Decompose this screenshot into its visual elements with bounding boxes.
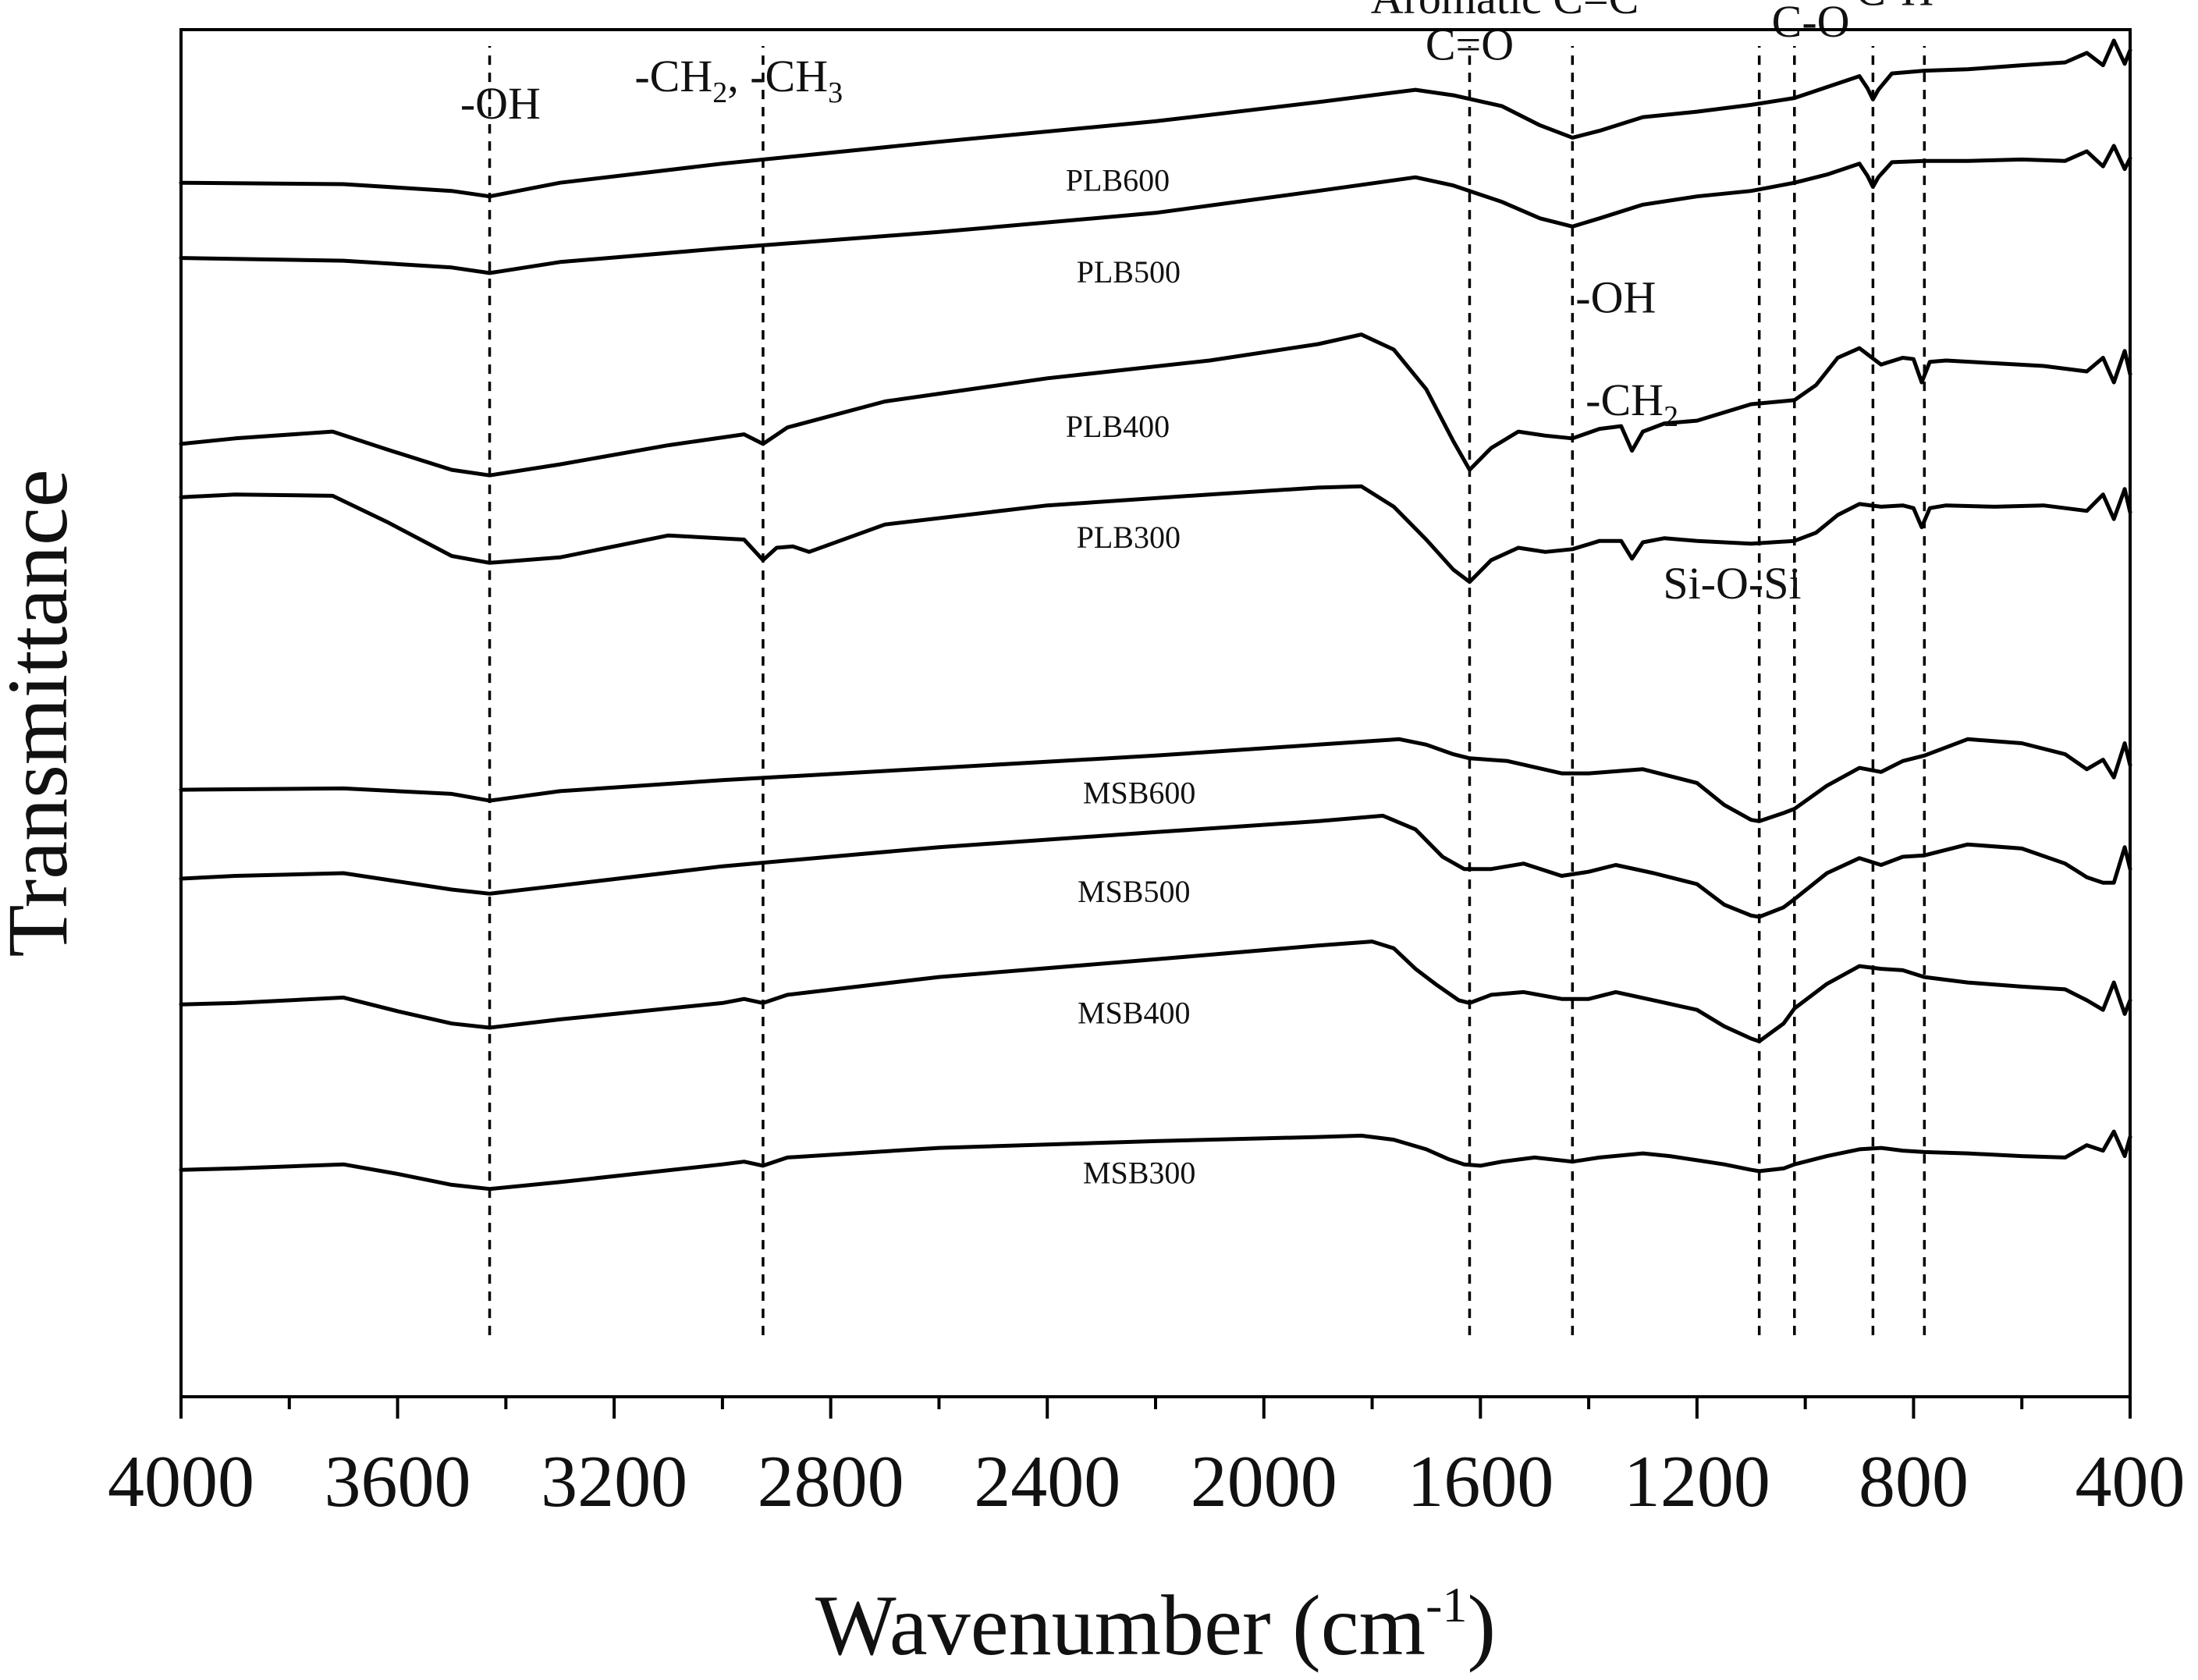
peak-annotation: C-O xyxy=(1772,0,1850,47)
y-axis-label: Transmittance xyxy=(0,469,85,957)
series-line-msb500 xyxy=(179,813,2132,919)
series-line-plb500 xyxy=(179,144,2132,275)
peak-annotation: C-H xyxy=(1855,0,1933,15)
series-layer xyxy=(179,38,2132,1192)
x-tick-label: 1600 xyxy=(1407,1441,1554,1522)
series-line-plb300 xyxy=(179,484,2132,584)
peak-annotation: C=O xyxy=(1426,20,1514,70)
series-line-msb600 xyxy=(179,737,2132,823)
x-axis-ticks xyxy=(179,1397,2132,1419)
series-line-plb600 xyxy=(179,38,2132,199)
peak-annotation: Aromatic C=C xyxy=(1371,0,1639,23)
peak-annotation: -CH2 xyxy=(1585,375,1678,433)
reference-lines xyxy=(488,46,1926,1336)
series-label-msb600: MSB600 xyxy=(1083,776,1196,811)
series-label-plb500: PLB500 xyxy=(1077,254,1181,289)
x-tick-label: 400 xyxy=(2075,1441,2186,1522)
x-axis-label: Wavenumber (cm-1) xyxy=(815,1577,1496,1673)
series-label-msb400: MSB400 xyxy=(1078,996,1191,1031)
annotations: -OH -CH2, -CH3 Aromatic C=CC=O C-O C-H -OH -CH… xyxy=(460,0,1933,609)
series-label-msb500: MSB500 xyxy=(1078,874,1191,909)
series-label-plb300: PLB300 xyxy=(1077,520,1181,555)
series-line-msb400 xyxy=(179,939,2132,1043)
plot-frame xyxy=(179,28,2132,1398)
x-tick-label: 4000 xyxy=(108,1441,254,1522)
series-label-plb600: PLB600 xyxy=(1066,163,1170,198)
peak-annotation: Si-O-Si xyxy=(1663,558,1801,609)
series-line-msb300 xyxy=(179,1129,2132,1192)
series-label-msb300: MSB300 xyxy=(1083,1156,1196,1191)
peak-annotation: -OH xyxy=(1575,272,1656,323)
x-tick-label: 2400 xyxy=(974,1441,1120,1522)
series-labels: PLB600 PLB500 PLB400 PLB300 MSB600 MSB500 MSB4… xyxy=(1066,163,1196,1191)
x-tick-label: 1200 xyxy=(1624,1441,1770,1522)
x-tick-label: 2000 xyxy=(1191,1441,1337,1522)
series-label-plb400: PLB400 xyxy=(1066,409,1170,444)
peak-annotation: -OH xyxy=(460,78,541,129)
series-line-plb400 xyxy=(179,332,2132,478)
x-tick-label: 3600 xyxy=(325,1441,471,1522)
peak-annotation: -CH2, -CH3 xyxy=(634,51,843,109)
x-tick-label: 800 xyxy=(1859,1441,1969,1522)
x-tick-label: 3200 xyxy=(541,1441,687,1522)
x-tick-label: 2800 xyxy=(758,1441,904,1522)
x-axis-tick-labels: 4000 3600 3200 2800 2400 2000 1600 1200 800 400 xyxy=(108,1441,2186,1522)
